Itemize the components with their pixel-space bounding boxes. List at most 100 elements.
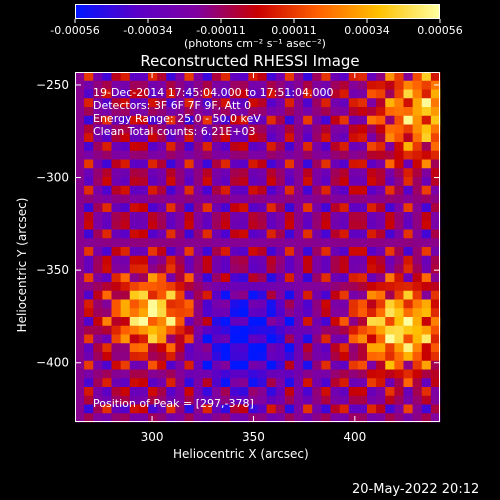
heatmap-cell [239,124,249,134]
heatmap-cell [266,369,277,379]
heatmap-cell [175,220,185,230]
heatmap-cell [330,282,340,292]
heatmap-cell [120,133,131,143]
heatmap-cell [348,247,359,257]
heatmap-cell [294,282,304,292]
heatmap-cell [84,89,94,99]
heatmap-cell [403,334,413,344]
heatmap-cell [394,185,404,195]
heatmap-cell [275,89,286,99]
heatmap-cell [84,142,94,152]
heatmap-cell [93,185,103,195]
heatmap-cell [93,308,103,318]
heatmap-cell [403,159,413,169]
heatmap-cell [102,194,112,204]
heatmap-cell [339,325,350,335]
heatmap-cell [111,124,121,134]
heatmap-cell [239,255,249,265]
heatmap-cell [202,89,213,99]
heatmap-cell [339,387,350,397]
heatmap-cell [357,378,368,388]
heatmap-cell [120,404,131,414]
heatmap-cell [175,185,185,195]
heatmap-cell [111,229,121,239]
heatmap-cell [75,413,85,423]
heatmap-cell [330,142,340,152]
heatmap-cell [266,247,277,257]
heatmap-cell [248,142,258,152]
heatmap-cell [330,395,340,405]
heatmap-cell [75,360,85,370]
heatmap-cell [421,247,432,257]
heatmap-cell [221,369,231,379]
heatmap-cell [275,299,286,309]
heatmap-cell [157,299,167,309]
heatmap-cell [75,177,85,187]
heatmap-cell [294,360,304,370]
heatmap-cell [367,282,377,292]
heatmap-cell [230,133,240,143]
heatmap-cell [367,107,377,117]
heatmap-cell [294,247,304,257]
heatmap-cell [394,290,404,300]
heatmap-cell [284,273,295,283]
heatmap-cell [257,185,267,195]
heatmap-cell [403,212,413,222]
heatmap-cell [184,247,194,257]
heatmap-cell [84,255,94,265]
heatmap-cell [148,343,158,353]
heatmap-cell [321,317,331,327]
heatmap-cell [120,159,131,169]
heatmap-cell [294,185,304,195]
heatmap-cell [385,177,395,187]
heatmap-cell [111,273,121,283]
heatmap-cell [239,194,249,204]
heatmap-cell [248,404,258,414]
heatmap-cell [184,290,194,300]
heatmap-cell [202,264,213,274]
heatmap-cell [403,185,413,195]
heatmap-cell [75,107,85,117]
heatmap-cell [421,404,432,414]
heatmap-cell [239,203,249,213]
heatmap-cell [239,404,249,414]
heatmap-cell [138,115,149,125]
heatmap-cell [312,168,322,178]
heatmap-cell [385,98,395,108]
heatmap-cell [303,369,313,379]
heatmap-cell [321,124,331,134]
heatmap-cell [129,168,140,178]
heatmap-cell [430,334,441,344]
heatmap-cell [248,220,258,230]
heatmap-cell [202,413,213,423]
heatmap-cell [421,80,432,90]
heatmap-cell [184,264,194,274]
heatmap-cell [193,264,204,274]
heatmap-cell [166,107,176,117]
heatmap-cell [75,378,85,388]
heatmap-cell [294,168,304,178]
heatmap-cell [221,212,231,222]
heatmap-cell [257,229,267,239]
heatmap-cell [357,185,368,195]
heatmap-cell [248,273,258,283]
heatmap-cell [129,142,140,152]
heatmap-cell [339,369,350,379]
heatmap-cell [257,378,267,388]
heatmap-cell [184,98,194,108]
heatmap-cell [275,133,286,143]
heatmap-cell [357,317,368,327]
heatmap-cell [385,334,395,344]
heatmap-cell [202,150,213,160]
heatmap-cell [357,124,368,134]
heatmap-cell [403,404,413,414]
heatmap-cell [93,317,103,327]
heatmap-cell [367,185,377,195]
heatmap-cell [93,115,103,125]
heatmap-cell [129,124,140,134]
heatmap-cell [202,378,213,388]
heatmap-cell [84,159,94,169]
heatmap-cell [129,404,140,414]
heatmap-cell [403,124,413,134]
heatmap-cell [266,203,277,213]
